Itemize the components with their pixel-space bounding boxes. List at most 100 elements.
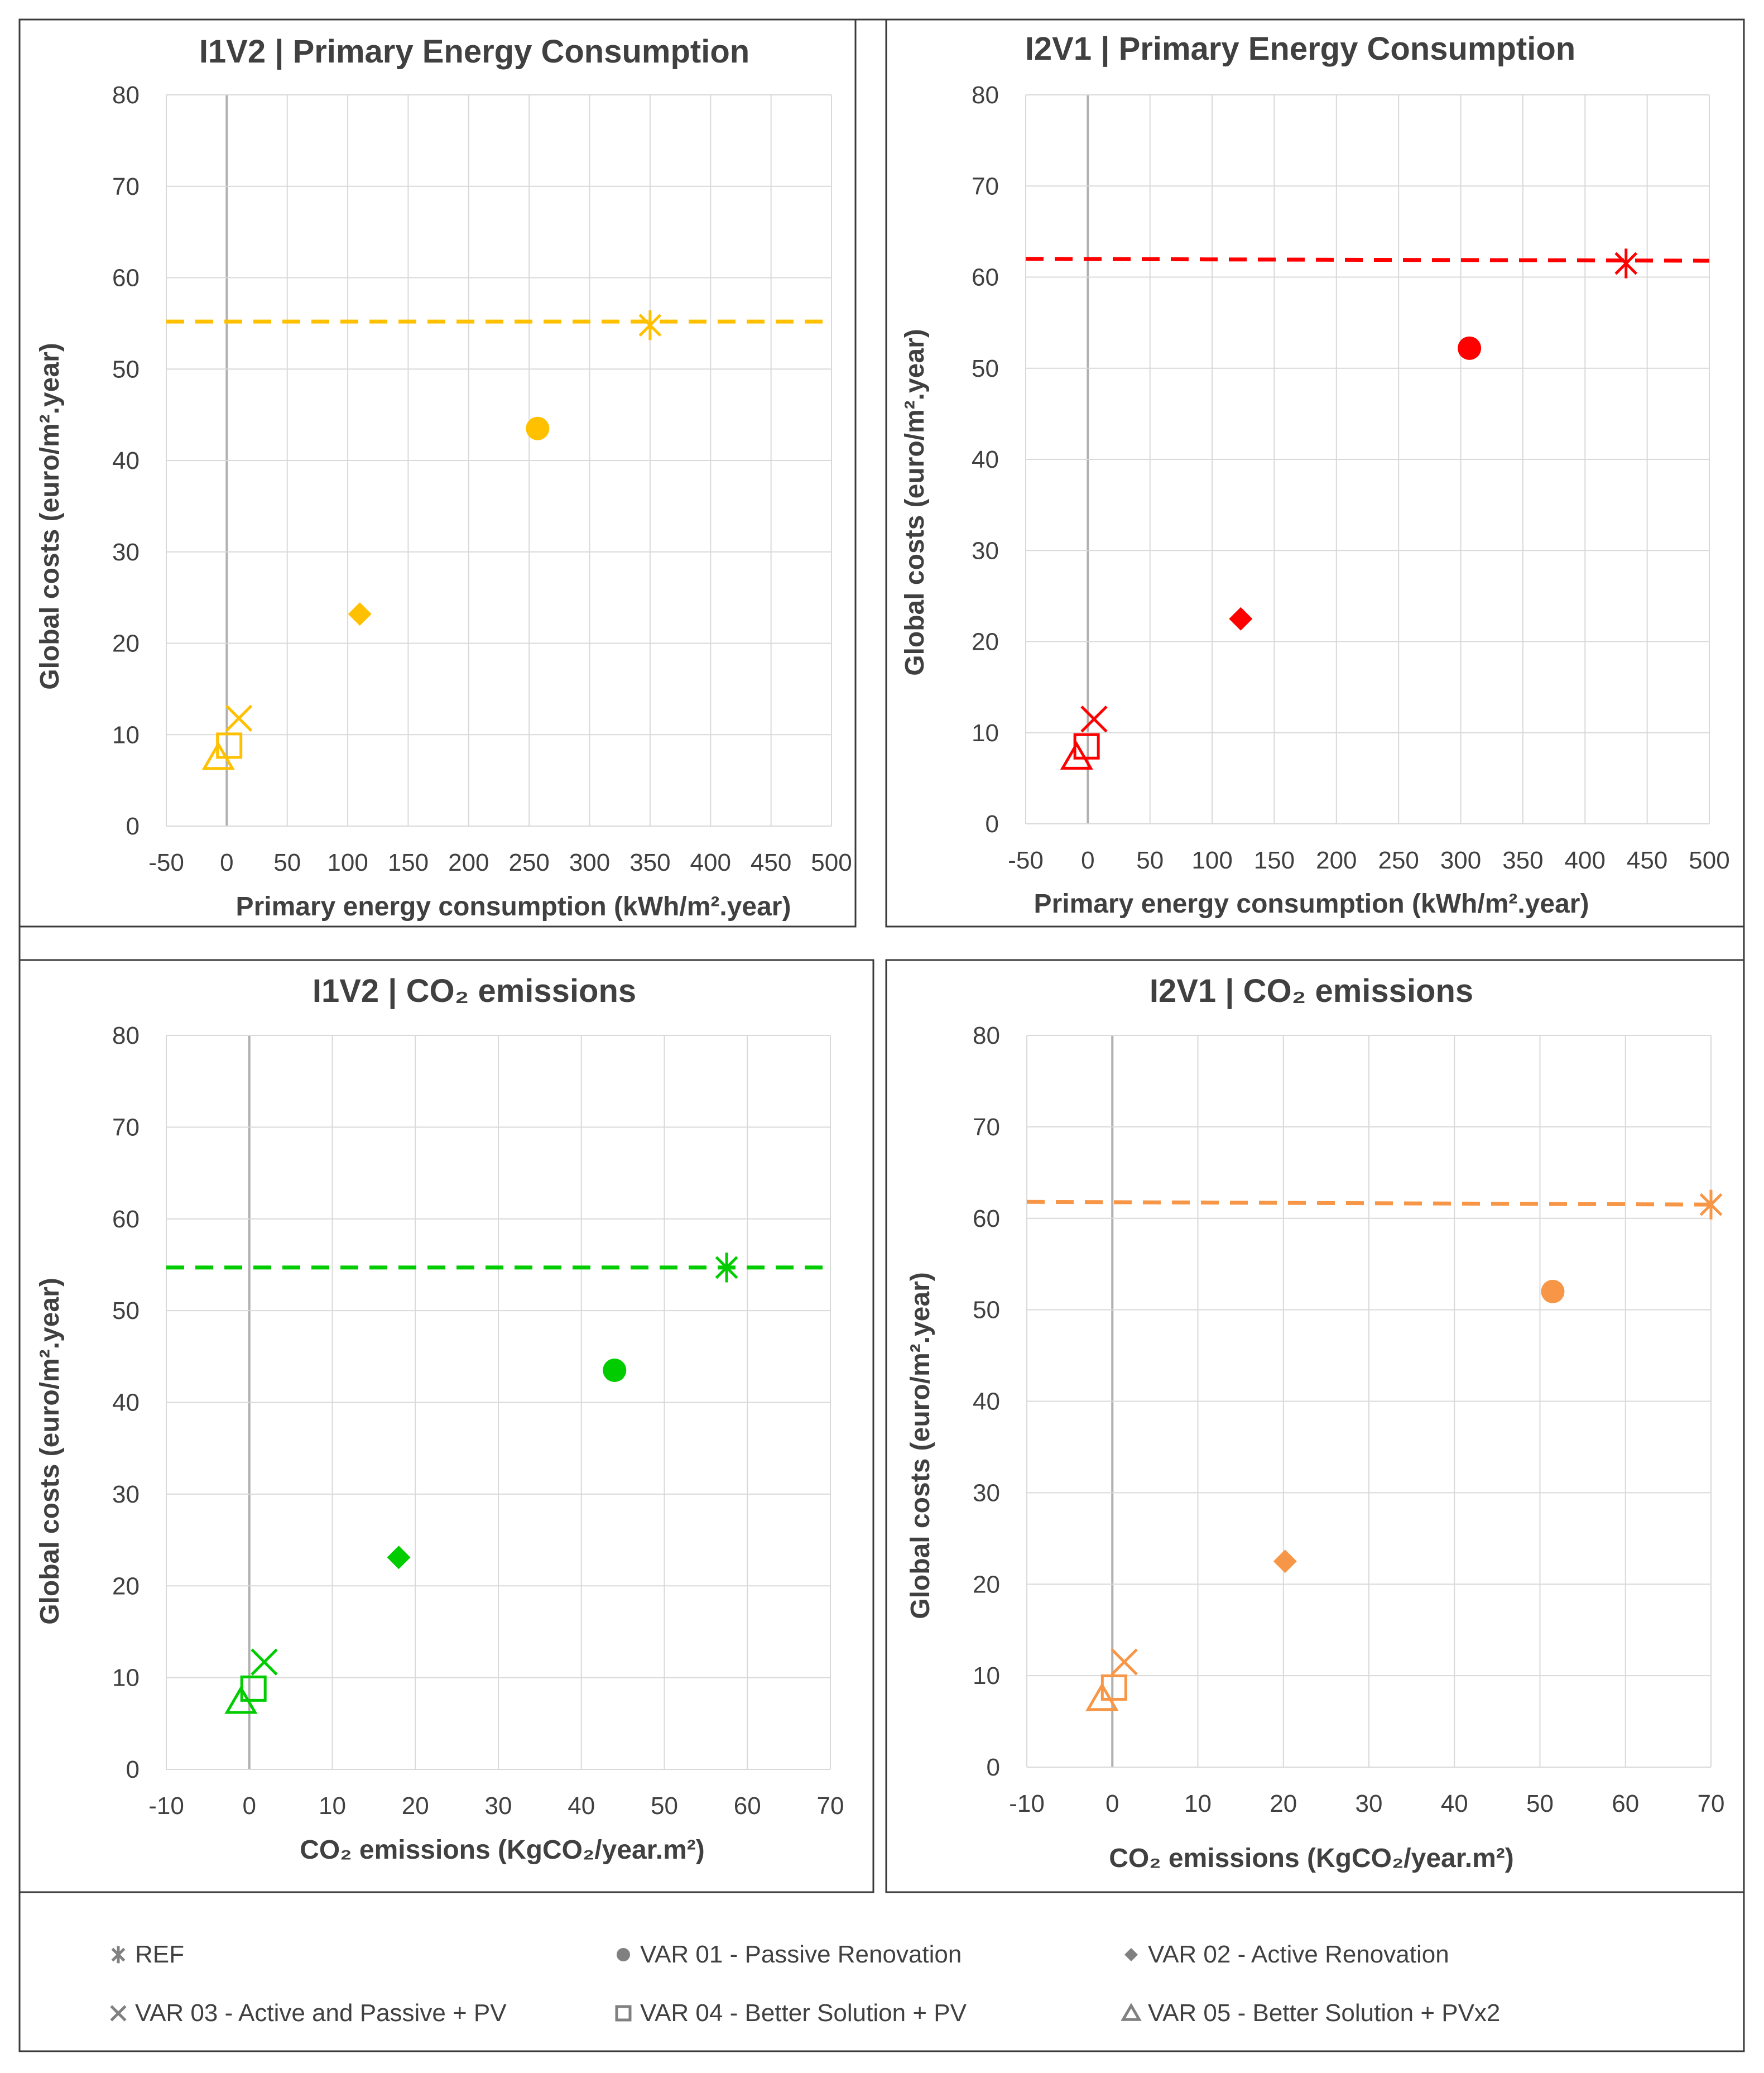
legend-marker: [1124, 1948, 1138, 1961]
legend-label: REF: [135, 1941, 184, 1968]
y-tick-label: 50: [112, 1297, 140, 1325]
point-diamond: [387, 1546, 411, 1570]
legend-label: VAR 01 - Passive Renovation: [640, 1941, 962, 1968]
point-x: [1111, 1648, 1138, 1676]
point-asterisk: [1699, 1189, 1723, 1220]
reference-line: [1025, 257, 1710, 263]
legend-marker: [617, 1948, 630, 1961]
point-triangle: [201, 741, 235, 770]
y-tick-label: 60: [973, 1205, 1000, 1232]
y-tick-label: 50: [112, 356, 140, 383]
x-tick-label: 450: [751, 849, 791, 876]
y-tick-label: 10: [972, 719, 999, 747]
x-tick-label: 40: [1441, 1790, 1468, 1817]
chart-title: I1V2 | Primary Energy Consumption: [199, 33, 749, 70]
x-tick-label: 50: [1526, 1790, 1554, 1817]
x-tick-label: 20: [402, 1792, 429, 1820]
panel-border: [885, 18, 1745, 928]
x-axis-label: CO₂ emissions (KgCO₂/year.m²): [1109, 1844, 1514, 1873]
chart-panel-3: -10 0 10 20 30 40 50 60 70 0 10 20 30 40 50 60 70 80 I1V2 …: [18, 959, 874, 1893]
point-square: [1100, 1674, 1127, 1701]
x-tick-label: 100: [1191, 847, 1232, 874]
x-tick-label: 500: [1689, 847, 1729, 874]
x-axis-label: CO₂ emissions (KgCO₂/year.m²): [300, 1835, 705, 1865]
y-tick-label: 20: [973, 1571, 1000, 1598]
y-tick-label: 80: [112, 81, 140, 109]
y-tick-label: 40: [973, 1388, 1000, 1415]
y-tick-label: 30: [972, 537, 999, 564]
y-axis-label: Global costs (euro/m².year): [35, 1278, 65, 1625]
legend-marker-triangle-icon: [1121, 2003, 1142, 2021]
y-tick-label: 10: [112, 721, 140, 748]
x-tick-label: 150: [388, 849, 429, 876]
point-circle: [526, 416, 550, 440]
panel-border: [18, 959, 874, 1893]
x-tick-label: 20: [1270, 1790, 1297, 1817]
point-square: [216, 732, 243, 759]
x-tick-label: 500: [811, 849, 852, 876]
y-tick-label: 70: [972, 172, 999, 200]
x-tick-label: 350: [1502, 847, 1543, 874]
y-axis-label: Global costs (euro/m².year): [906, 1272, 935, 1619]
x-axis-label: Primary energy consumption (kWh/m².year): [1034, 889, 1589, 919]
y-tick-label: 0: [126, 1756, 140, 1783]
x-tick-label: 60: [734, 1792, 761, 1820]
y-tick-label: 50: [972, 355, 999, 382]
y-axis-label: Global costs (euro/m².year): [900, 329, 930, 676]
x-tick-label: 50: [1136, 847, 1164, 874]
x-tick-label: 400: [690, 849, 731, 876]
x-tick-label: -10: [148, 1792, 184, 1820]
point-asterisk: [715, 1253, 738, 1283]
y-tick-label: 10: [112, 1664, 140, 1692]
point-x: [225, 704, 253, 732]
x-tick-label: 30: [1356, 1790, 1383, 1817]
chart-title: I2V1 | Primary Energy Consumption: [1025, 31, 1575, 67]
point-triangle: [1060, 741, 1093, 770]
legend-marker-x-icon: [110, 2005, 127, 2022]
point-triangle: [224, 1685, 258, 1714]
y-tick-label: 30: [112, 539, 140, 566]
legend-item: VAR 02 - Active Renovation: [1119, 1941, 1449, 1969]
y-tick-label: 20: [972, 628, 999, 656]
point-triangle: [1085, 1682, 1119, 1711]
y-tick-label: 10: [973, 1662, 1000, 1690]
x-tick-label: 50: [651, 1792, 678, 1820]
legend-marker: [110, 2005, 127, 2022]
legend-marker: [1121, 2003, 1142, 2021]
y-tick-label: 70: [112, 1114, 140, 1141]
x-tick-label: 10: [319, 1792, 346, 1820]
point-x: [251, 1648, 278, 1676]
x-axis-label: Primary energy consumption (kWh/m².year): [236, 892, 791, 922]
chart-panel-4: -10 0 10 20 30 40 50 60 70 0 10 20 30 40 50 60 70 80 I2V1 …: [885, 959, 1745, 1893]
x-tick-label: -50: [1008, 847, 1044, 874]
y-tick-label: 20: [112, 1572, 140, 1600]
y-tick-label: 30: [112, 1481, 140, 1508]
x-tick-label: 400: [1565, 847, 1606, 874]
x-tick-label: 60: [1612, 1790, 1639, 1817]
x-tick-label: 300: [569, 849, 610, 876]
legend-marker-circle-icon: [617, 1948, 630, 1961]
x-tick-label: -50: [148, 849, 184, 876]
legend-label: VAR 05 - Better Solution + PVx2: [1148, 1999, 1501, 2027]
chart-panel-1: -50 0 50 100 150 200 250 300 350 400 450 500 0 10 20 30…: [18, 18, 857, 928]
point-diamond: [1229, 607, 1253, 631]
y-tick-label: 80: [112, 1022, 140, 1049]
figure-border: [18, 18, 1745, 2052]
point-circle: [1458, 336, 1482, 360]
x-tick-label: -10: [1009, 1790, 1045, 1817]
legend-item: VAR 04 - Better Solution + PV: [611, 1999, 967, 2027]
y-tick-label: 40: [112, 447, 140, 474]
point-asterisk: [638, 310, 662, 340]
legend-marker-square-icon: [615, 2005, 632, 2022]
x-tick-label: 100: [327, 849, 368, 876]
x-tick-label: 40: [568, 1792, 595, 1820]
legend-label: VAR 04 - Better Solution + PV: [640, 1999, 967, 2027]
point-circle: [1541, 1279, 1565, 1303]
legend-item: REF: [106, 1941, 184, 1969]
x-tick-label: 70: [1698, 1790, 1725, 1817]
y-tick-label: 30: [973, 1479, 1000, 1506]
y-axis-label: Global costs (euro/m².year): [35, 343, 65, 690]
y-tick-label: 80: [972, 81, 999, 109]
x-tick-label: 150: [1254, 847, 1295, 874]
